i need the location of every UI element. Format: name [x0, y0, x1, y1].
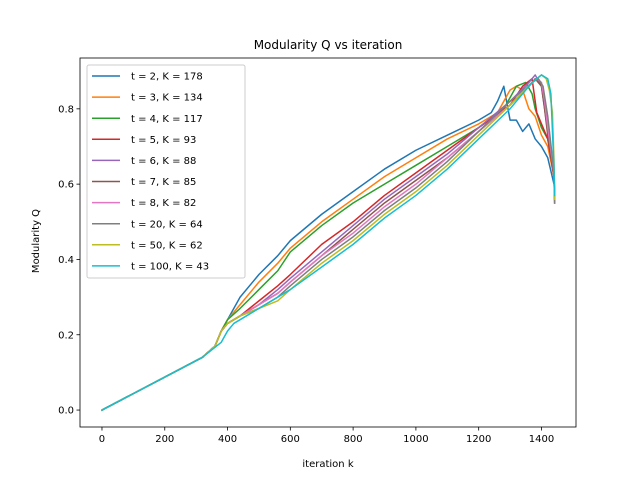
series-layer — [100, 74, 556, 412]
legend-entry-label: t = 4, K = 117 — [131, 114, 203, 125]
series-line-1 — [100, 85, 556, 412]
plot-frame — [79, 57, 577, 428]
legend-entry-label: t = 6, K = 88 — [131, 156, 196, 167]
y-tick-label: 0.2 — [58, 330, 74, 341]
y-tick-label: 0.0 — [58, 406, 74, 417]
x-axis-label: iteration k — [302, 459, 353, 470]
legend-entry-label: t = 7, K = 85 — [131, 177, 196, 188]
legend-entry-label: t = 20, K = 64 — [131, 219, 203, 230]
legend-box — [86, 64, 246, 279]
x-tick-label: 200 — [155, 434, 174, 445]
x-tick-label: 1000 — [403, 434, 428, 445]
legend: t = 2, K = 178 t = 3, K = 134 t = 4, K = 1… — [86, 64, 246, 279]
x-tick-label: 600 — [281, 434, 300, 445]
x-tick-label: 400 — [218, 434, 237, 445]
y-tick-label: 0.8 — [58, 104, 74, 115]
x-tick-label: 800 — [344, 434, 363, 445]
legend-entry-label: t = 3, K = 134 — [131, 93, 203, 104]
y-tick-label: 0.6 — [58, 180, 74, 191]
chart-title: Modularity Q vs iteration — [254, 38, 403, 52]
legend-entry-label: t = 100, K = 43 — [131, 262, 209, 273]
x-tick-label: 0 — [99, 434, 105, 445]
legend-entry-label: t = 8, K = 82 — [131, 198, 196, 209]
series-line-9 — [100, 74, 556, 412]
y-axis-label: Modularity Q — [31, 209, 42, 273]
axes-layer: 0 200 400 600 800 1000 1200 1400 0.0 0.2 0.4 0.6 0.8 — [58, 57, 577, 445]
legend-entry-label: t = 50, K = 62 — [131, 240, 203, 251]
legend-entry-label: t = 2, K = 178 — [131, 72, 203, 83]
x-tick-label: 1400 — [529, 434, 554, 445]
y-tick-label: 0.4 — [58, 255, 74, 266]
x-tick-label: 1200 — [466, 434, 491, 445]
series-line-10 — [100, 74, 556, 412]
legend-entry-label: t = 5, K = 93 — [131, 135, 196, 146]
